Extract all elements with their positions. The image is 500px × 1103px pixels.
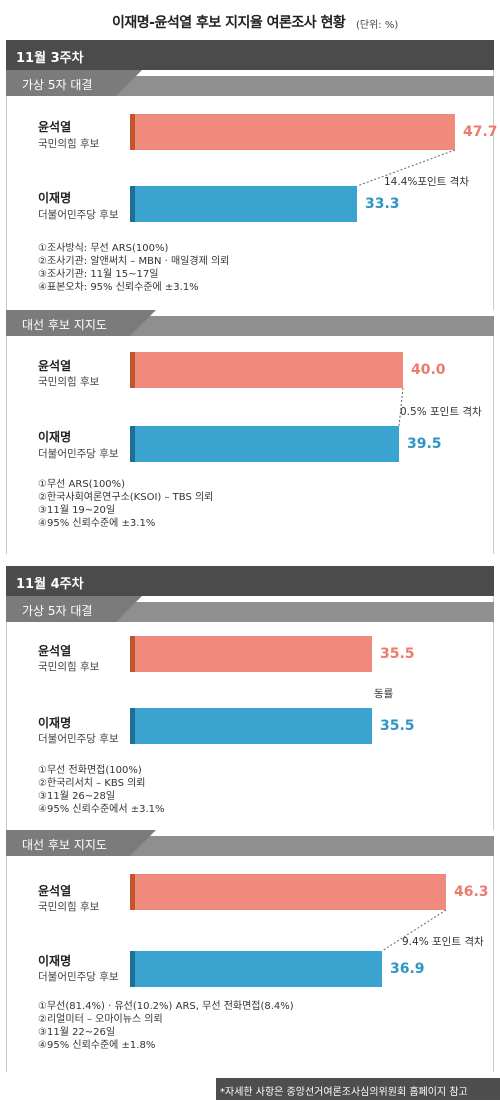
candidate-party: 더불어민주당 후보 xyxy=(38,448,119,460)
candidate-party: 더불어민주당 후보 xyxy=(38,733,119,745)
methodology-item: ②조사기관: 알앤써치 – MBN · 매일경제 의뢰 xyxy=(38,256,230,267)
gap-connector-line xyxy=(356,149,456,187)
bar-yoon xyxy=(130,352,403,388)
gap-connector xyxy=(398,387,404,427)
methodology-item: ①무선 전화면접(100%) xyxy=(38,765,142,776)
candidate-party: 국민의힘 후보 xyxy=(38,376,100,388)
candidate-party: 국민의힘 후보 xyxy=(38,661,100,673)
value-label-lee: 35.5 xyxy=(380,718,415,734)
gap-label: 9.4% 포인트 격차 xyxy=(402,936,484,948)
methodology-item: ③11월 19~20일 xyxy=(38,505,116,516)
methodology-list: ①무선 ARS(100%) ②한국사회여론연구소(KSOI) – TBS 의뢰 … xyxy=(38,478,213,530)
unit-label: (단위: %) xyxy=(356,20,399,31)
candidate-name: 윤석열 xyxy=(38,884,72,898)
gap-label: 14.4%포인트 격차 xyxy=(384,176,469,188)
gap-label: 동률 xyxy=(374,688,394,700)
value-label-lee: 33.3 xyxy=(365,196,400,212)
tab-chart-1: 가상 5자 대결 xyxy=(6,70,494,96)
methodology-list: ①조사방식: 무선 ARS(100%) ②조사기관: 알앤써치 – MBN · … xyxy=(38,242,229,294)
candidate-party: 더불어민주당 후보 xyxy=(38,971,119,983)
value-label-lee: 36.9 xyxy=(390,961,425,977)
candidate-name: 이재명 xyxy=(38,954,72,968)
methodology-list: ①무선(81.4%) · 유선(10.2%) ARS, 무선 전화면접(8.4%… xyxy=(38,1000,294,1052)
value-label-yoon: 47.7 xyxy=(463,124,498,140)
chart-title: 이재명-윤석열 후보 지지율 여론조사 현황 xyxy=(112,15,346,31)
methodology-item: ④표본오차: 95% 신뢰수준에 ±3.1% xyxy=(38,282,199,293)
bar-lee xyxy=(130,186,357,222)
header: 이재명-윤석열 후보 지지율 여론조사 현황 (단위: %) xyxy=(0,0,500,40)
bar-yoon xyxy=(130,636,372,672)
tab-chart-3: 가상 5자 대결 xyxy=(6,596,494,622)
gap-connector xyxy=(381,909,447,952)
candidate-party: 국민의힘 후보 xyxy=(38,901,100,913)
bar-yoon xyxy=(130,114,455,150)
gap-connector-line xyxy=(398,387,404,427)
gap-connector-line xyxy=(381,909,447,952)
candidate-name: 윤석열 xyxy=(38,644,72,658)
week-header-2: 11월 4주차 xyxy=(6,566,494,596)
week-header-1: 11월 3주차 xyxy=(6,40,494,70)
candidate-party: 국민의힘 후보 xyxy=(38,138,100,150)
methodology-item: ④95% 신뢰수준에서 ±3.1% xyxy=(38,804,165,815)
candidate-name: 이재명 xyxy=(38,716,72,730)
value-label-yoon: 40.0 xyxy=(411,362,446,378)
methodology-item: ①무선(81.4%) · 유선(10.2%) ARS, 무선 전화면접(8.4%… xyxy=(38,1001,294,1012)
tab-label: 가상 5자 대결 xyxy=(6,596,116,622)
candidate-name: 윤석열 xyxy=(38,120,72,134)
methodology-item: ①무선 ARS(100%) xyxy=(38,479,126,490)
methodology-item: ④95% 신뢰수준에 ±1.8% xyxy=(38,1040,156,1051)
bar-lee xyxy=(130,951,382,987)
bar-lee xyxy=(130,426,399,462)
footer-note: *자세한 사항은 중앙선거여론조사심의위원회 홈페이지 참고 xyxy=(216,1078,500,1100)
candidate-name: 윤석열 xyxy=(38,359,72,373)
value-label-yoon: 35.5 xyxy=(380,646,415,662)
tab-chart-4: 대선 후보 지지도 xyxy=(6,830,494,856)
bar-lee xyxy=(130,708,372,744)
bar-yoon xyxy=(130,874,446,910)
tab-label: 대선 후보 지지도 xyxy=(6,310,130,336)
methodology-item: ②한국사회여론연구소(KSOI) – TBS 의뢰 xyxy=(38,492,214,503)
value-label-yoon: 46.3 xyxy=(454,884,489,900)
methodology-list: ①무선 전화면접(100%) ②한국리서치 – KBS 의뢰 ③11월 26~2… xyxy=(38,764,165,816)
gap-connector xyxy=(356,149,456,187)
value-label-lee: 39.5 xyxy=(407,436,442,452)
tab-label: 대선 후보 지지도 xyxy=(6,830,130,856)
gap-label: 0.5% 포인트 격차 xyxy=(400,406,482,418)
methodology-item: ③11월 22~26일 xyxy=(38,1027,116,1038)
methodology-item: ③11월 26~28일 xyxy=(38,791,116,802)
methodology-item: ④95% 신뢰수준에 ±3.1% xyxy=(38,518,156,529)
tab-chart-2: 대선 후보 지지도 xyxy=(6,310,494,336)
candidate-name: 이재명 xyxy=(38,430,72,444)
tab-label: 가상 5자 대결 xyxy=(6,70,116,96)
methodology-item: ②한국리서치 – KBS 의뢰 xyxy=(38,778,146,789)
methodology-item: ②리얼미터 – 오마이뉴스 의뢰 xyxy=(38,1014,163,1025)
candidate-name: 이재명 xyxy=(38,191,72,205)
methodology-item: ①조사방식: 무선 ARS(100%) xyxy=(38,243,169,254)
methodology-item: ③조사기관: 11월 15~17일 xyxy=(38,269,159,280)
candidate-party: 더불어민주당 후보 xyxy=(38,209,119,221)
